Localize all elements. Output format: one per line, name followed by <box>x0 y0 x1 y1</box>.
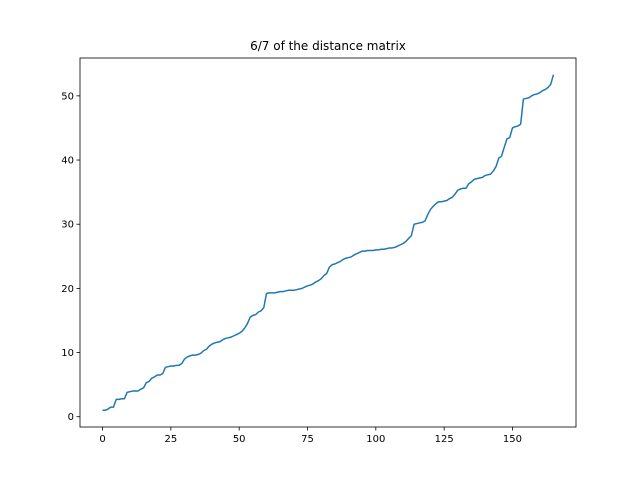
y-tick-label: 30 <box>61 220 74 231</box>
x-tick-label: 125 <box>435 434 454 445</box>
x-tick-label: 150 <box>503 434 522 445</box>
y-tick-label: 40 <box>61 156 74 167</box>
y-tick-label: 10 <box>61 348 74 359</box>
x-tick-label: 0 <box>99 434 105 445</box>
x-tick-label: 75 <box>301 434 314 445</box>
x-tick-label: 50 <box>233 434 246 445</box>
plot-frame <box>79 57 577 428</box>
y-tick-label: 20 <box>61 284 74 295</box>
y-tick-label: 50 <box>61 91 74 102</box>
line-series <box>102 74 555 412</box>
x-tick-label: 25 <box>164 434 177 445</box>
y-tick-label: 0 <box>68 412 74 423</box>
chart-title: 6/7 of the distance matrix <box>250 39 406 53</box>
x-tick-label: 100 <box>366 434 385 445</box>
